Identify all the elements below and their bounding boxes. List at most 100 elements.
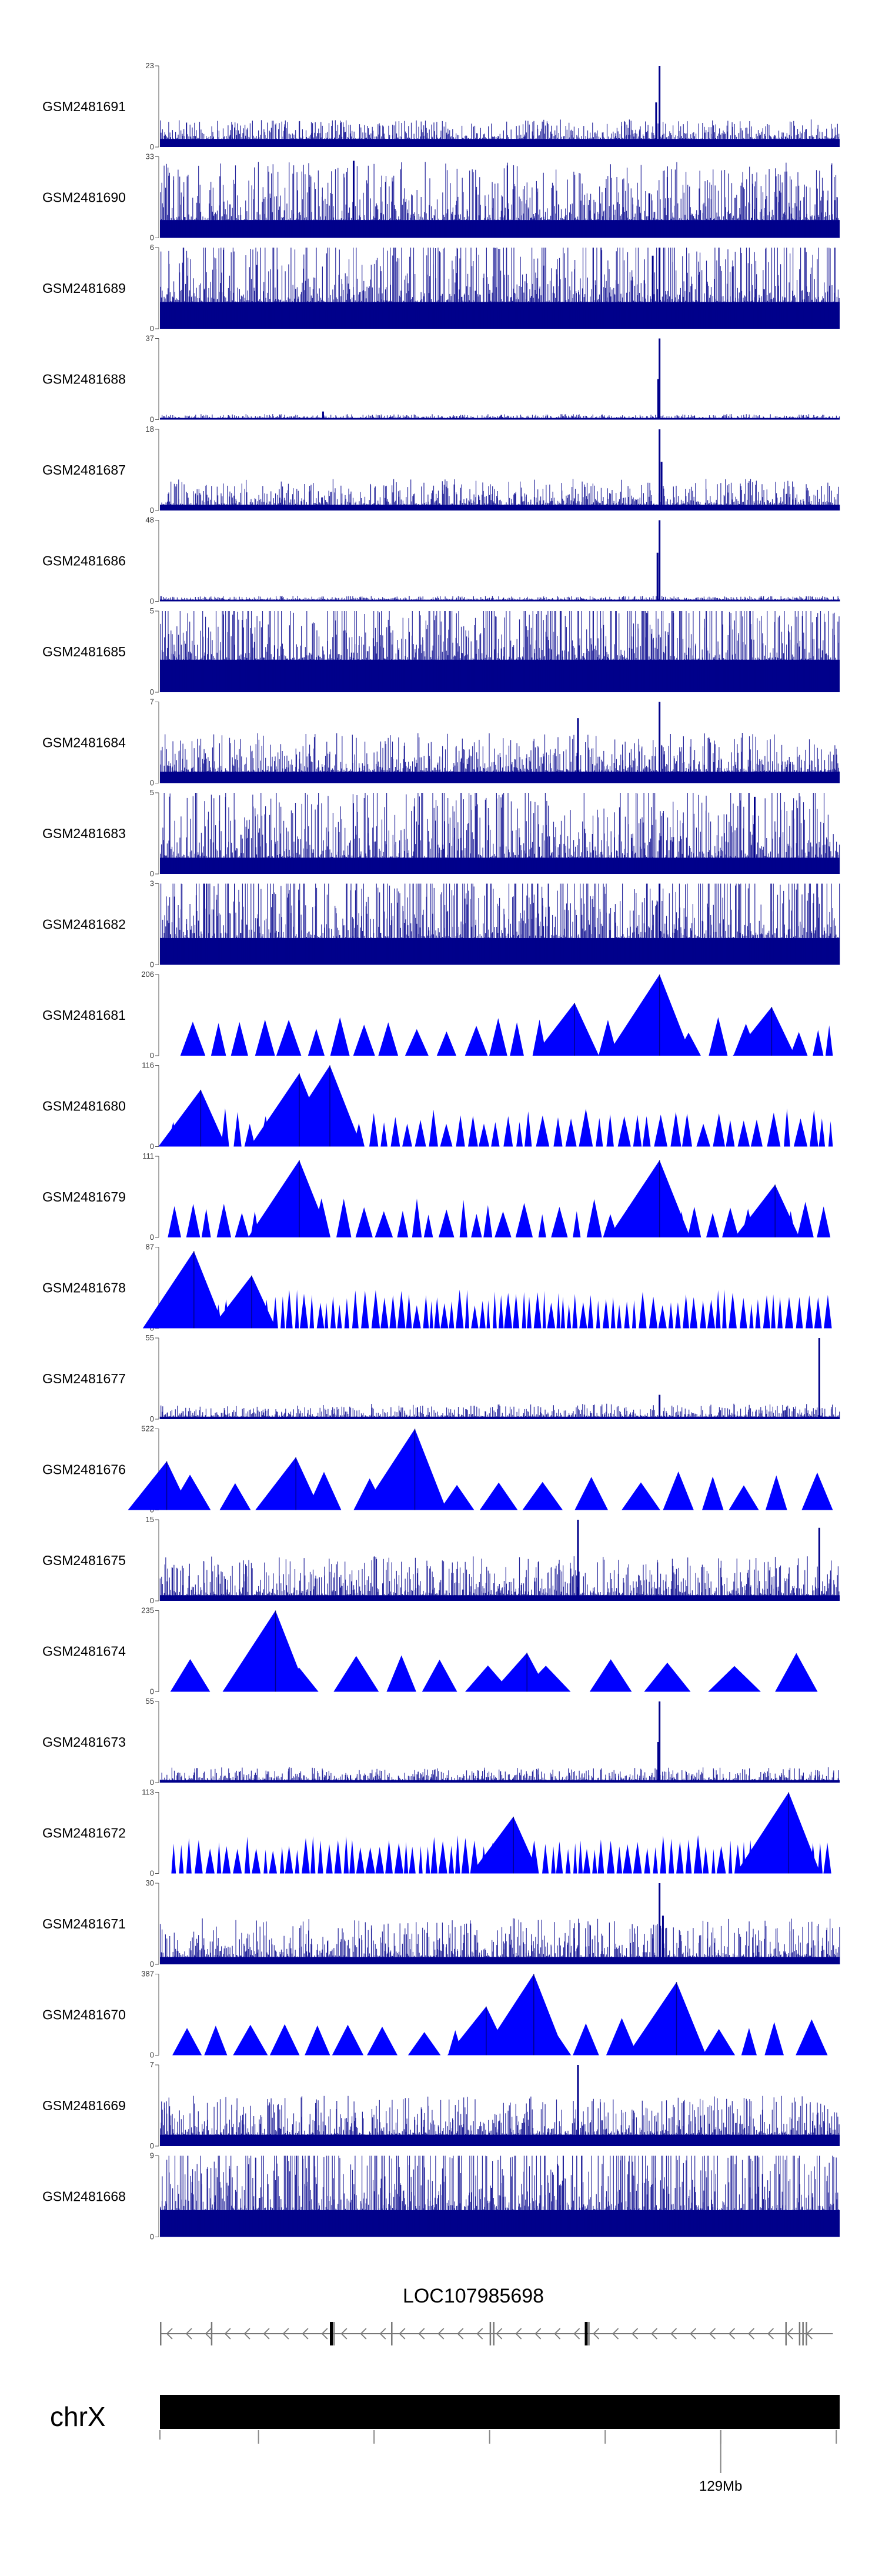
coverage-baseline <box>160 505 840 510</box>
y-max-label: 5 <box>150 606 154 615</box>
gene-annotation-track: LOC107985698 <box>160 2285 833 2345</box>
y-max-label: 3 <box>150 879 154 888</box>
coverage-area <box>180 1017 833 1056</box>
coverage-peak-0 <box>222 1610 308 1692</box>
coverage-bars <box>160 883 840 965</box>
exon-7 <box>584 2322 588 2345</box>
exon-2 <box>330 2322 333 2345</box>
coverage-bars <box>160 479 840 510</box>
exon-5 <box>489 2322 492 2345</box>
coverage-peak-1 <box>249 1073 329 1147</box>
track-GSM2481680: GSM2481680 116 0 <box>42 1061 833 1151</box>
coverage-peak-0 <box>606 975 691 1056</box>
y-max-label: 33 <box>146 152 154 161</box>
y-min-label: 0 <box>150 1142 154 1151</box>
track-GSM2481684: GSM2481684 7 0 <box>42 698 840 788</box>
track-label: GSM2481691 <box>42 99 126 114</box>
track-GSM2481668: GSM2481668 9 0 <box>42 2151 840 2241</box>
coverage-peak-2 <box>447 2006 510 2056</box>
track-GSM2481689: GSM2481689 6 0 <box>42 243 840 333</box>
coverage-bars <box>160 793 840 874</box>
y-max-label: 7 <box>150 698 154 706</box>
y-min-label: 0 <box>150 2051 154 2060</box>
y-min-label: 0 <box>150 1051 154 1060</box>
track-label: GSM2481677 <box>42 1371 126 1386</box>
track-GSM2481682: GSM2481682 3 0 <box>42 879 840 969</box>
exon-6 <box>493 2322 495 2345</box>
coverage-peak-1 <box>471 1816 539 1874</box>
y-max-label: 55 <box>146 1697 154 1706</box>
track-GSM2481685: GSM2481685 5 0 <box>42 606 840 696</box>
track-GSM2481681: GSM2481681 206 0 <box>42 970 833 1060</box>
y-max-label: 87 <box>146 1243 154 1252</box>
y-max-label: 522 <box>141 1424 154 1433</box>
coverage-peak-0 <box>248 1160 330 1237</box>
track-GSM2481673: GSM2481673 55 0 <box>42 1697 840 1787</box>
exon-4 <box>391 2322 393 2345</box>
y-min-label: 0 <box>150 1778 154 1787</box>
track-label: GSM2481683 <box>42 826 126 841</box>
exon-10 <box>799 2322 801 2345</box>
track-label: GSM2481670 <box>42 2007 126 2023</box>
coverage-bars <box>159 1403 840 1419</box>
coverage-area <box>168 1289 832 1329</box>
y-max-label: 6 <box>150 243 154 252</box>
y-min-label: 0 <box>150 1869 154 1878</box>
coverage-peak-1 <box>492 1653 548 1692</box>
coverage-peak-0 <box>480 1974 566 2056</box>
y-min-label: 0 <box>150 233 154 242</box>
track-GSM2481678: GSM2481678870 <box>42 1243 832 1333</box>
coverage-peak-1 <box>608 1160 690 1237</box>
y-min-label: 0 <box>150 1233 154 1242</box>
y-min-label: 0 <box>150 688 154 696</box>
coverage-peak-1 <box>362 1429 447 1510</box>
track-label: GSM2481668 <box>42 2189 126 2204</box>
track-label: GSM2481675 <box>42 1553 126 1568</box>
coverage-peak-2 <box>733 1007 795 1056</box>
y-max-label: 206 <box>141 970 154 979</box>
coverage-bars <box>160 2095 840 2146</box>
track-GSM2481683: GSM2481683 5 0 <box>42 788 840 878</box>
y-max-label: 9 <box>150 2151 154 2160</box>
track-label: GSM2481676 <box>42 1462 126 1477</box>
chromosome-bar <box>160 2395 840 2429</box>
exon-12 <box>806 2322 807 2345</box>
track-label: GSM2481671 <box>42 1916 126 1931</box>
coverage-peak-0 <box>142 1251 225 1329</box>
track-label: GSM2481674 <box>42 1644 126 1659</box>
coverage-peak-1 <box>627 1982 706 2056</box>
y-max-label: 15 <box>146 1515 154 1524</box>
y-max-label: 387 <box>141 1970 154 1978</box>
track-GSM2481691: GSM2481691 23 0 <box>42 61 840 151</box>
coverage-bars <box>160 162 840 238</box>
coverage-area <box>172 2017 828 2056</box>
exon-3 <box>333 2322 335 2345</box>
exon-9 <box>785 2322 787 2345</box>
y-max-label: 55 <box>146 1333 154 1342</box>
coverage-bars <box>160 2155 840 2237</box>
y-max-label: 116 <box>142 1061 154 1070</box>
track-label: GSM2481688 <box>42 372 126 387</box>
coverage-bars <box>160 611 840 692</box>
track-label: GSM2481672 <box>42 1826 126 1841</box>
track-label: GSM2481679 <box>42 1189 126 1204</box>
gene-name-label: LOC107985698 <box>403 2285 544 2307</box>
y-min-label: 0 <box>150 1960 154 1968</box>
coverage-bars <box>160 596 840 602</box>
coverage-peak-2 <box>128 1461 191 1510</box>
y-min-label: 0 <box>150 597 154 606</box>
coverage-bars <box>159 1918 840 1964</box>
coverage-peak-1 <box>211 1275 276 1329</box>
track-label: GSM2481682 <box>42 917 126 932</box>
track-GSM2481677: GSM2481677 55 0 <box>42 1333 840 1423</box>
y-min-label: 0 <box>150 1414 154 1423</box>
track-label: GSM2481673 <box>42 1734 126 1750</box>
y-max-label: 113 <box>142 1788 154 1797</box>
exon-0 <box>160 2322 162 2345</box>
chromosome-ideogram-track: chrX 129Mb <box>50 2395 840 2494</box>
y-min-label: 0 <box>150 2141 154 2150</box>
exon-11 <box>802 2322 804 2345</box>
coverage-bars <box>159 1556 840 1601</box>
coverage-bars <box>159 1767 840 1783</box>
